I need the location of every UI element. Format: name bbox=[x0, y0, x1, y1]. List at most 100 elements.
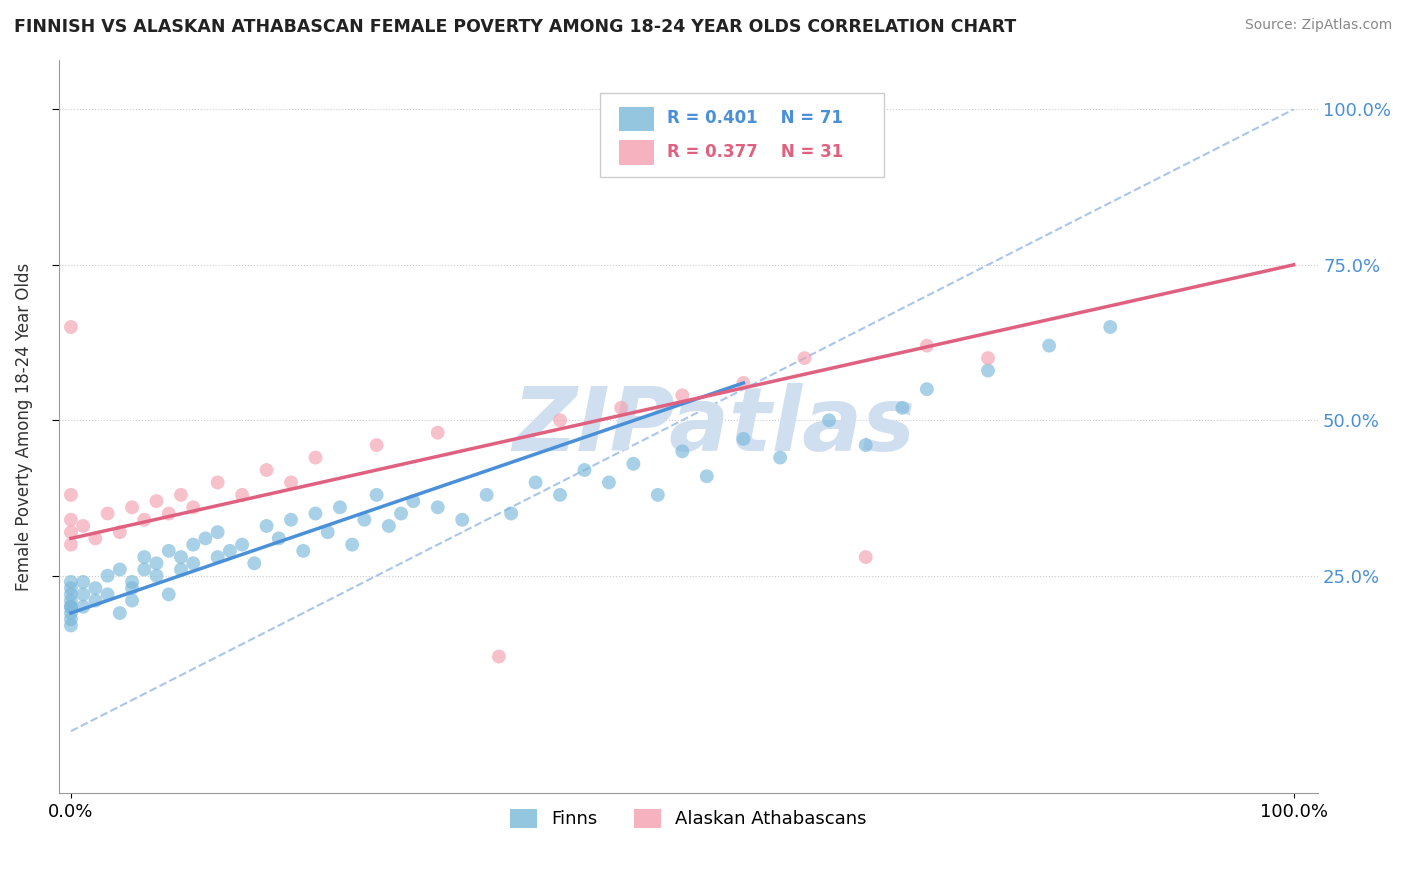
Point bbox=[84, 581, 107, 595]
Point bbox=[59, 599, 82, 614]
Point bbox=[280, 475, 302, 490]
Point bbox=[121, 581, 143, 595]
Point bbox=[451, 513, 474, 527]
Point bbox=[304, 507, 326, 521]
Point bbox=[157, 587, 180, 601]
Point bbox=[610, 401, 633, 415]
Point bbox=[59, 574, 82, 589]
Point bbox=[108, 562, 131, 576]
Point bbox=[170, 488, 193, 502]
Point bbox=[145, 556, 167, 570]
Point bbox=[59, 538, 82, 552]
Point bbox=[207, 475, 229, 490]
Point bbox=[977, 351, 1000, 365]
Point bbox=[696, 469, 718, 483]
Point bbox=[108, 606, 131, 620]
Point bbox=[855, 438, 877, 452]
Point bbox=[59, 581, 82, 595]
Point bbox=[84, 593, 107, 607]
Point bbox=[59, 513, 82, 527]
Point bbox=[574, 463, 596, 477]
Text: ZIPatlas: ZIPatlas bbox=[512, 383, 915, 470]
Point bbox=[402, 494, 425, 508]
Point bbox=[121, 574, 143, 589]
Point bbox=[145, 494, 167, 508]
Point bbox=[769, 450, 792, 465]
Bar bbox=[619, 106, 654, 131]
Point bbox=[915, 382, 938, 396]
Point bbox=[1038, 338, 1060, 352]
Text: R = 0.401    N = 71: R = 0.401 N = 71 bbox=[666, 110, 844, 128]
Point bbox=[170, 550, 193, 565]
Point bbox=[97, 587, 120, 601]
Point bbox=[121, 500, 143, 515]
Text: Source: ZipAtlas.com: Source: ZipAtlas.com bbox=[1244, 18, 1392, 32]
Text: FINNISH VS ALASKAN ATHABASCAN FEMALE POVERTY AMONG 18-24 YEAR OLDS CORRELATION C: FINNISH VS ALASKAN ATHABASCAN FEMALE POV… bbox=[14, 18, 1017, 36]
Point bbox=[647, 488, 669, 502]
Point bbox=[671, 388, 693, 402]
Point bbox=[488, 649, 510, 664]
Point bbox=[59, 599, 82, 614]
Point bbox=[134, 513, 156, 527]
Point bbox=[72, 574, 94, 589]
Point bbox=[915, 338, 938, 352]
Point bbox=[181, 538, 204, 552]
Point bbox=[316, 525, 339, 540]
Point bbox=[267, 532, 290, 546]
Point bbox=[134, 550, 156, 565]
Point bbox=[366, 488, 388, 502]
Point bbox=[548, 413, 571, 427]
Point bbox=[598, 475, 620, 490]
Point bbox=[59, 593, 82, 607]
Point bbox=[157, 507, 180, 521]
Point bbox=[170, 562, 193, 576]
Point bbox=[207, 525, 229, 540]
Point bbox=[366, 438, 388, 452]
FancyBboxPatch shape bbox=[600, 93, 883, 177]
Point bbox=[304, 450, 326, 465]
Point bbox=[72, 519, 94, 533]
Point bbox=[59, 612, 82, 626]
Point bbox=[671, 444, 693, 458]
Point bbox=[818, 413, 841, 427]
Point bbox=[280, 513, 302, 527]
Y-axis label: Female Poverty Among 18-24 Year Olds: Female Poverty Among 18-24 Year Olds bbox=[15, 262, 32, 591]
Text: R = 0.377    N = 31: R = 0.377 N = 31 bbox=[666, 143, 844, 161]
Point bbox=[733, 432, 755, 446]
Point bbox=[59, 320, 82, 334]
Point bbox=[84, 532, 107, 546]
Point bbox=[475, 488, 498, 502]
Point bbox=[59, 618, 82, 632]
Point bbox=[1099, 320, 1122, 334]
Point bbox=[378, 519, 401, 533]
Point bbox=[72, 599, 94, 614]
Point bbox=[243, 556, 266, 570]
Point bbox=[891, 401, 914, 415]
Point bbox=[524, 475, 547, 490]
Point bbox=[855, 550, 877, 565]
Point bbox=[181, 556, 204, 570]
Point bbox=[207, 550, 229, 565]
Point bbox=[59, 488, 82, 502]
Point bbox=[340, 538, 363, 552]
Point bbox=[97, 568, 120, 582]
Point bbox=[389, 507, 412, 521]
Point bbox=[194, 532, 217, 546]
Point bbox=[426, 425, 449, 440]
Point bbox=[181, 500, 204, 515]
Point bbox=[621, 457, 644, 471]
Point bbox=[59, 525, 82, 540]
Point bbox=[977, 363, 1000, 377]
Point bbox=[329, 500, 352, 515]
Point bbox=[256, 519, 278, 533]
Point bbox=[145, 568, 167, 582]
Point bbox=[793, 351, 815, 365]
Legend: Finns, Alaskan Athabascans: Finns, Alaskan Athabascans bbox=[503, 801, 875, 836]
Point bbox=[292, 544, 315, 558]
Point bbox=[548, 488, 571, 502]
Point bbox=[231, 488, 253, 502]
Point bbox=[426, 500, 449, 515]
Point bbox=[59, 587, 82, 601]
Point bbox=[256, 463, 278, 477]
Bar bbox=[619, 140, 654, 164]
